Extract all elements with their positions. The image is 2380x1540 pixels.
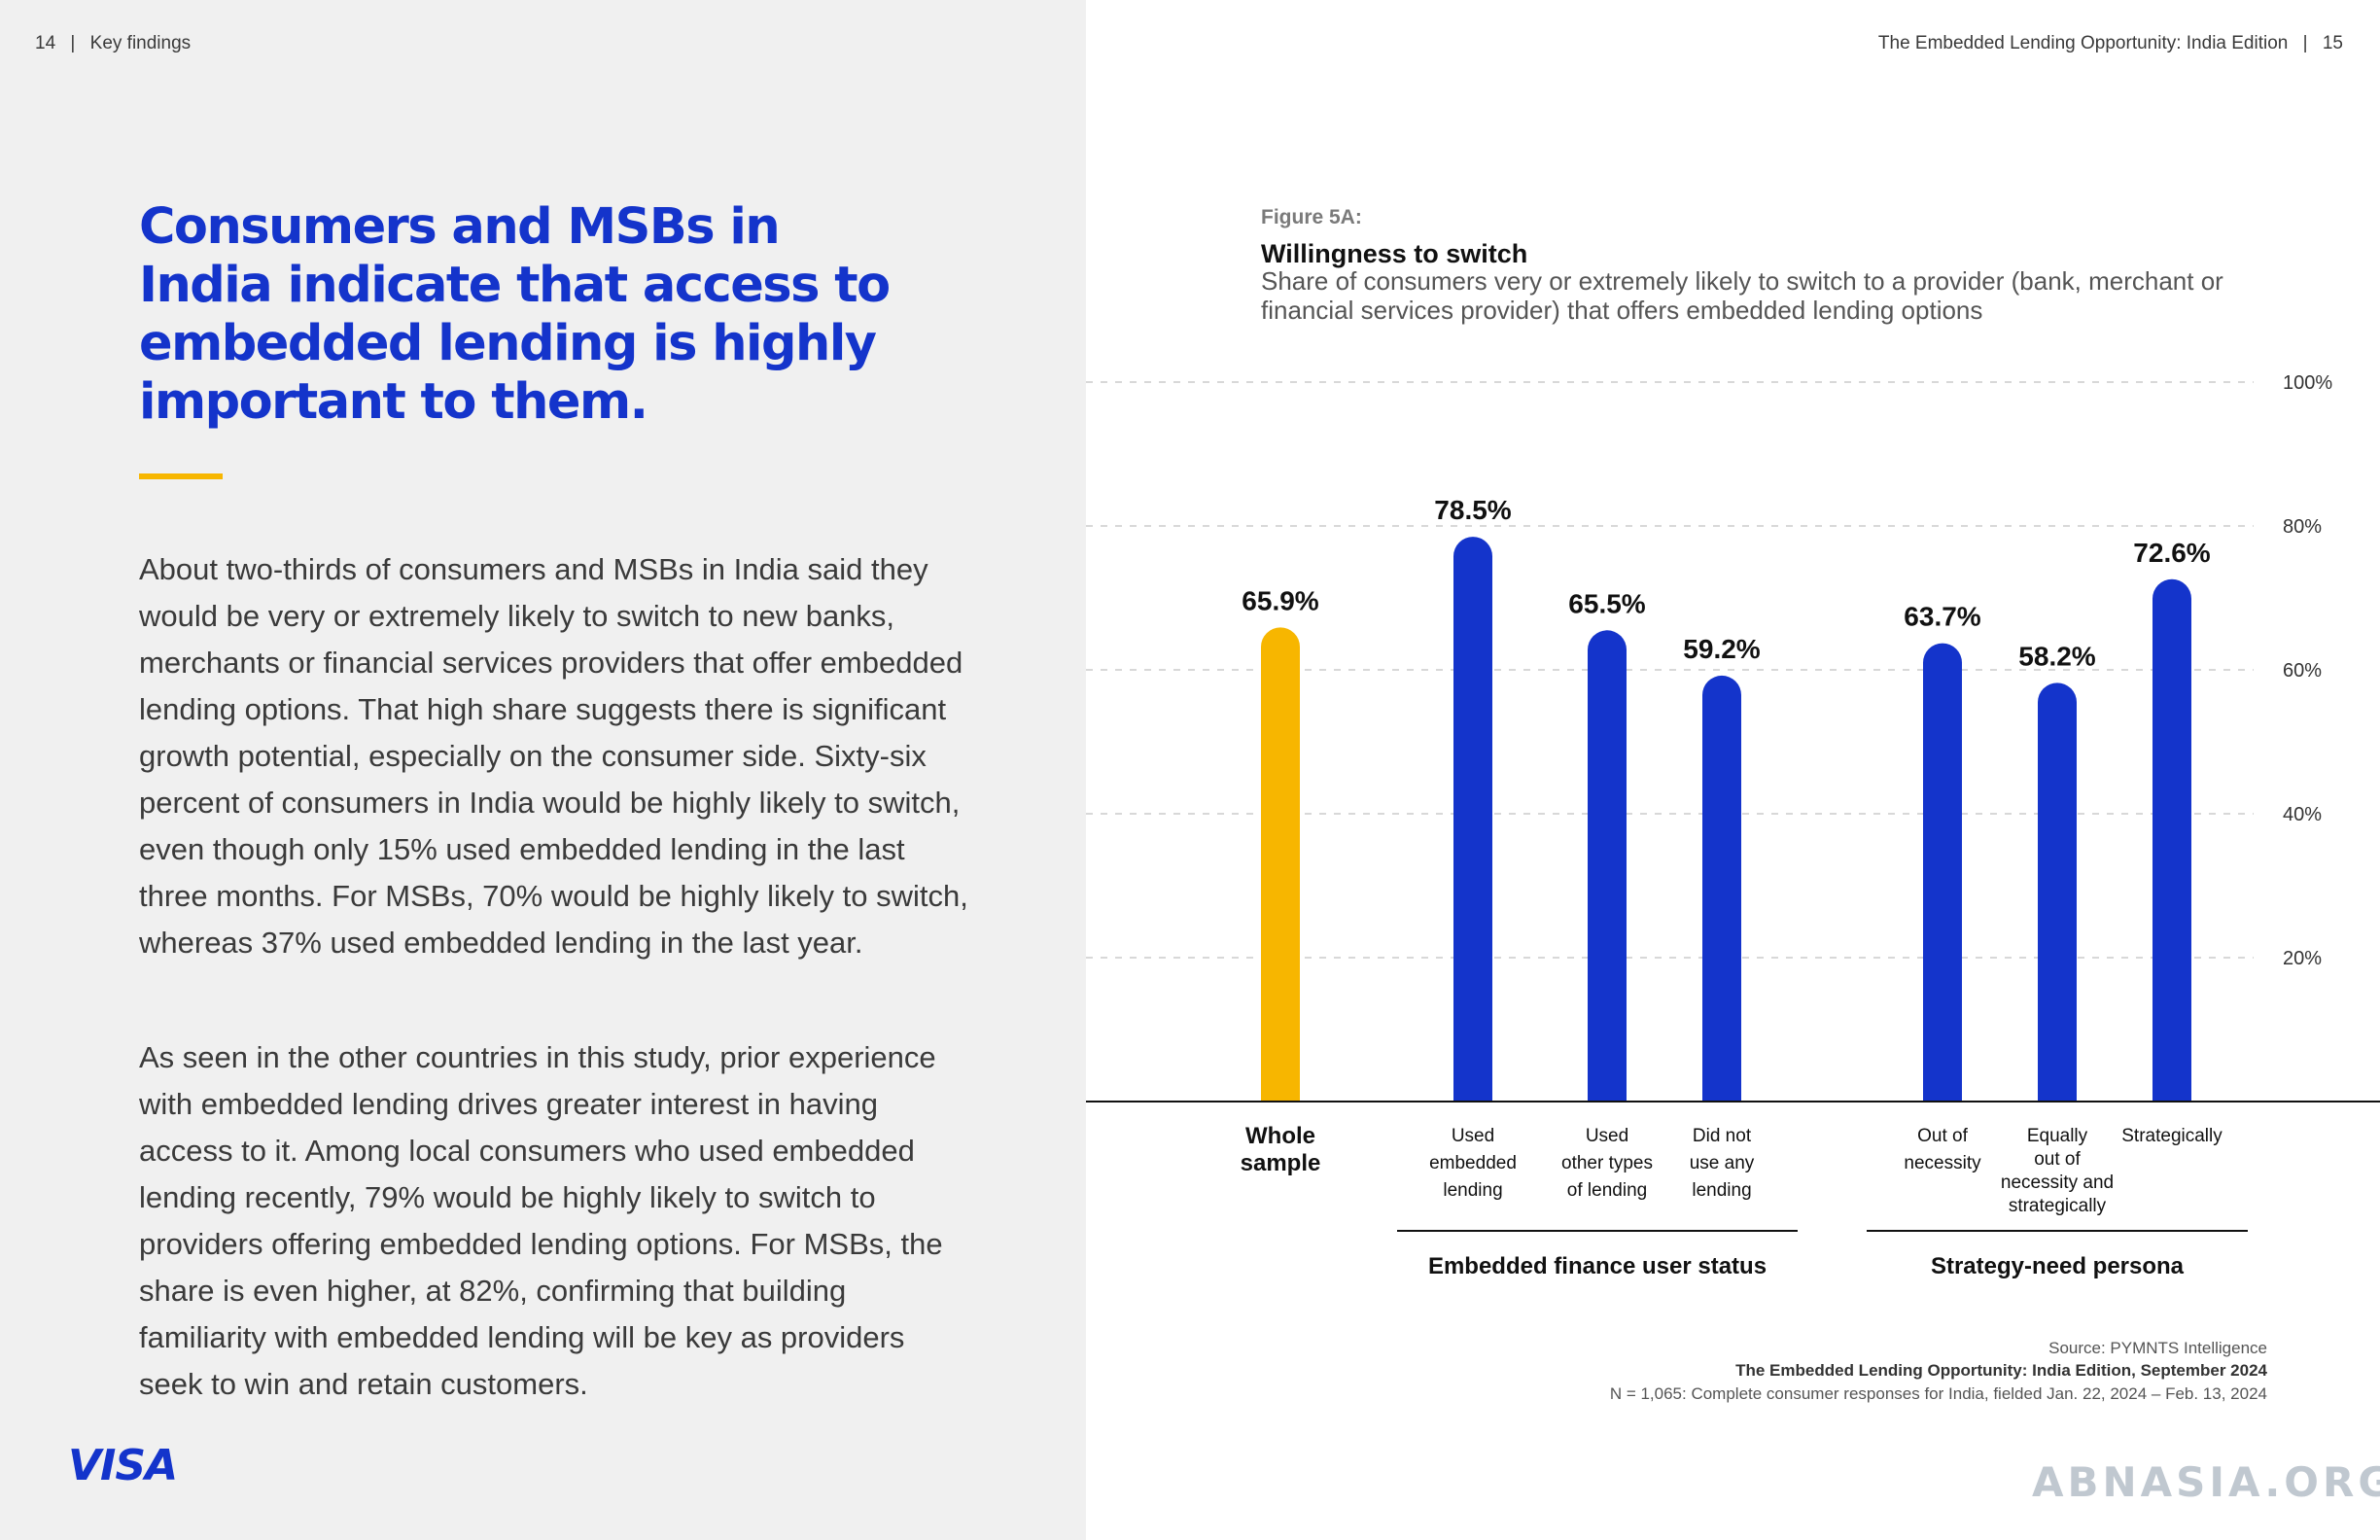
bar <box>1702 675 1741 1121</box>
y-tick-label: 40% <box>2283 804 2322 825</box>
bar-value-label: 59.2% <box>1683 634 1760 664</box>
category-label-line: out of <box>2034 1149 2081 1170</box>
header-separator: | <box>2302 33 2308 53</box>
publication-title: The Embedded Lending Opportunity: India … <box>1877 33 2289 53</box>
left-page: 14 | Key findings Consumers and MSBs in … <box>0 0 1086 1540</box>
category-label: Strategically <box>2121 1126 2222 1146</box>
baseline-mask <box>1086 1102 2380 1124</box>
right-page-number: 15 <box>2322 33 2343 53</box>
y-tick-label: 80% <box>2283 516 2322 538</box>
category-label-line: use any <box>1690 1153 1755 1173</box>
category-label-line: embedded <box>1429 1153 1517 1173</box>
sample-note: N = 1,065: Complete consumer responses f… <box>1609 1384 2267 1403</box>
section-name: Key findings <box>89 33 192 53</box>
category-label: Used other types of lending <box>1561 1126 1653 1201</box>
bar <box>2038 682 2077 1121</box>
figure-subtitle: Share of consumers very or extremely lik… <box>1261 266 2223 325</box>
category-label-line: strategically <box>2009 1196 2107 1216</box>
category-label-line: Used <box>1586 1126 1628 1146</box>
bar-value-label: 65.5% <box>1568 588 1645 618</box>
bar <box>1923 643 1962 1121</box>
body-paragraph-2: As seen in the other countries in this s… <box>139 1040 943 1401</box>
category-label-line: necessity <box>1904 1153 1981 1173</box>
bar <box>1588 630 1627 1121</box>
category-label: Whole sample <box>1241 1123 1321 1176</box>
bar <box>2152 578 2191 1121</box>
group-label: Embedded finance user status <box>1428 1253 1767 1279</box>
page-headline: Consumers and MSBs in India indicate tha… <box>139 198 891 431</box>
header-separator: | <box>70 33 76 53</box>
body-paragraph-1: About two-thirds of consumers and MSBs i… <box>139 552 968 960</box>
figure-title: Willingness to switch <box>1261 239 1528 268</box>
category-label-line: Did not <box>1693 1126 1752 1146</box>
category-label-line: Equally <box>2027 1126 2088 1146</box>
visa-logo: VISA <box>68 1441 178 1490</box>
category-label-line: Used <box>1452 1126 1494 1146</box>
source-note: Source: PYMNTS Intelligence <box>2048 1339 2267 1357</box>
bar-value-label: 63.7% <box>1904 602 1980 632</box>
category-label-line: lending <box>1443 1180 1502 1201</box>
left-page-header: 14 | Key findings <box>35 33 191 54</box>
report-note: The Embedded Lending Opportunity: India … <box>1735 1361 2267 1380</box>
bar-value-label: 78.5% <box>1434 495 1511 525</box>
category-label-line: Whole <box>1245 1123 1315 1149</box>
category-label-line: Strategically <box>2121 1126 2222 1146</box>
category-label-line: lending <box>1692 1180 1751 1201</box>
category-label: Did not use any lending <box>1690 1126 1755 1201</box>
category-label: Out of necessity <box>1904 1126 1981 1173</box>
bar-value-label: 65.9% <box>1242 585 1318 615</box>
bar-value-label: 58.2% <box>2018 641 2095 671</box>
category-label-line: sample <box>1241 1150 1321 1176</box>
group-label: Strategy-need persona <box>1931 1253 2185 1279</box>
figure-label: Figure 5A: <box>1261 206 1362 228</box>
bar-value-label: 72.6% <box>2133 538 2210 568</box>
category-label-line: of lending <box>1567 1180 1647 1201</box>
y-tick-label: 100% <box>2283 372 2332 394</box>
category-label: Used embedded lending <box>1429 1126 1517 1201</box>
accent-rule <box>139 473 223 479</box>
y-tick-label: 20% <box>2283 948 2322 969</box>
right-page-header: The Embedded Lending Opportunity: India … <box>1878 33 2343 54</box>
bar <box>1453 537 1492 1121</box>
category-label-line: other types <box>1561 1153 1653 1173</box>
bar <box>1261 627 1300 1121</box>
category-label: Equally out of necessity and strategically <box>2001 1126 2114 1216</box>
y-tick-label: 60% <box>2283 660 2322 682</box>
category-label-line: necessity and <box>2001 1172 2114 1193</box>
category-label-line: Out of <box>1917 1126 1968 1146</box>
left-page-number: 14 <box>35 33 56 53</box>
watermark: ABNASIA.ORG <box>2032 1458 2380 1506</box>
